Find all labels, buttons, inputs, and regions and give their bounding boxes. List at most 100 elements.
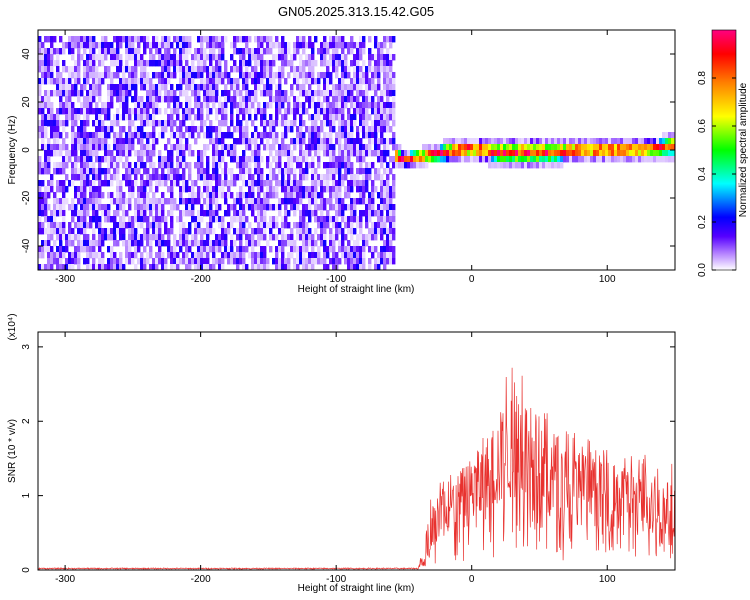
heatmap-cell xyxy=(560,162,564,169)
heatmap-cell xyxy=(314,180,318,187)
heatmap-cell xyxy=(440,150,444,157)
heatmap-cell xyxy=(128,162,132,169)
heatmap-cell xyxy=(446,138,450,145)
heatmap-cell xyxy=(314,240,318,247)
heatmap-cell xyxy=(323,150,327,157)
heatmap-cell xyxy=(380,252,384,259)
heatmap-cell xyxy=(209,192,213,199)
heatmap-cell xyxy=(311,180,315,187)
heatmap-cell xyxy=(275,138,279,145)
heatmap-cell xyxy=(65,174,69,181)
heatmap-cell xyxy=(179,246,183,253)
heatmap-cell xyxy=(128,126,132,133)
heatmap-cell xyxy=(308,186,312,193)
heatmap-cell xyxy=(374,186,378,193)
heatmap-cell xyxy=(38,228,42,235)
heatmap-cell xyxy=(290,204,294,211)
heatmap-cell xyxy=(584,138,588,145)
heatmap-cell xyxy=(140,180,144,187)
heatmap-cell xyxy=(77,36,81,43)
heatmap-cell xyxy=(155,108,159,115)
heatmap-cell xyxy=(83,174,87,181)
heatmap-cell xyxy=(188,264,192,270)
heatmap-cell xyxy=(203,198,207,205)
heatmap-cell xyxy=(353,42,357,49)
heatmap-cell xyxy=(551,156,555,163)
heatmap-cell xyxy=(152,150,156,157)
heatmap-cell xyxy=(383,222,387,229)
heatmap-cell xyxy=(182,90,186,97)
heatmap-cell xyxy=(230,156,234,163)
heatmap-cell xyxy=(200,120,204,127)
heatmap-cell xyxy=(239,54,243,61)
heatmap-cell xyxy=(290,54,294,61)
heatmap-cell xyxy=(41,108,45,115)
heatmap-cell xyxy=(302,42,306,49)
heatmap-cell xyxy=(260,222,264,229)
heatmap-cell xyxy=(638,150,642,157)
heatmap-cell xyxy=(383,180,387,187)
heatmap-cell xyxy=(302,204,306,211)
heatmap-cell xyxy=(56,180,60,187)
heatmap-cell xyxy=(383,84,387,91)
heatmap-cell xyxy=(122,96,126,103)
heatmap-cell xyxy=(242,204,246,211)
heatmap-cell xyxy=(116,258,120,265)
heatmap-cell xyxy=(134,246,138,253)
heatmap-cell xyxy=(269,150,273,157)
heatmap-cell xyxy=(86,150,90,157)
heatmap-cell xyxy=(392,120,396,127)
heatmap-cell xyxy=(326,102,330,109)
heatmap-cell xyxy=(71,162,75,169)
heatmap-cell xyxy=(278,42,282,49)
heatmap-cell xyxy=(62,48,66,55)
heatmap-cell xyxy=(125,252,129,259)
heatmap-cell xyxy=(113,252,117,259)
heatmap-cell xyxy=(239,192,243,199)
heatmap-cell xyxy=(203,180,207,187)
heatmap-cell xyxy=(491,162,495,169)
heatmap-cell xyxy=(122,234,126,241)
heatmap-cell xyxy=(56,150,60,157)
heatmap-cell xyxy=(56,66,60,73)
heatmap-cell xyxy=(344,216,348,223)
heatmap-cell xyxy=(170,168,174,175)
heatmap-cell xyxy=(65,84,69,91)
heatmap-cell xyxy=(332,234,336,241)
heatmap-cell xyxy=(230,78,234,85)
heatmap-cell xyxy=(278,156,282,163)
heatmap-cell xyxy=(212,42,216,49)
heatmap-cell xyxy=(356,132,360,139)
heatmap-cell xyxy=(662,132,666,139)
heatmap-cell xyxy=(233,78,237,85)
heatmap-cell xyxy=(542,144,546,151)
heatmap-cell xyxy=(179,222,183,229)
heatmap-cell xyxy=(86,204,90,211)
heatmap-cell xyxy=(272,174,276,181)
heatmap-cell xyxy=(104,132,108,139)
heatmap-cell xyxy=(296,96,300,103)
heatmap-cell xyxy=(116,186,120,193)
heatmap-cell xyxy=(77,252,81,259)
heatmap-cell xyxy=(137,126,141,133)
heatmap-cell xyxy=(653,144,657,151)
heatmap-cell xyxy=(365,234,369,241)
heatmap-cell xyxy=(602,138,606,145)
heatmap-cell xyxy=(179,150,183,157)
heatmap-cell xyxy=(260,120,264,127)
heatmap-cell xyxy=(431,144,435,151)
heatmap-cell xyxy=(128,186,132,193)
heatmap-cell xyxy=(92,186,96,193)
heatmap-cell xyxy=(125,168,129,175)
heatmap-cell xyxy=(161,96,165,103)
heatmap-cell xyxy=(347,258,351,265)
heatmap-cell xyxy=(113,228,117,235)
heatmap-cell xyxy=(356,90,360,97)
heatmap-cell xyxy=(191,78,195,85)
heatmap-cell xyxy=(134,72,138,79)
heatmap-cell xyxy=(299,174,303,181)
heatmap-cell xyxy=(542,156,546,163)
heatmap-cell xyxy=(215,108,219,115)
heatmap-cell xyxy=(98,42,102,49)
heatmap-cell xyxy=(206,222,210,229)
